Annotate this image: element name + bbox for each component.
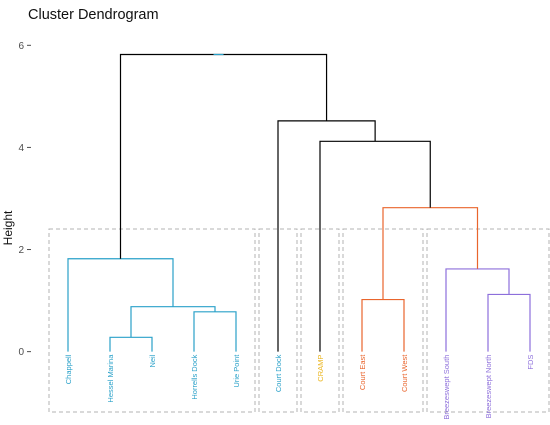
leaf-label: CRAMP	[316, 355, 325, 382]
leaf-label: Chappell	[64, 354, 73, 384]
cluster-box-1	[48, 228, 256, 413]
branch-link	[277, 120, 376, 352]
leaf-label: Neil	[148, 354, 157, 367]
leaf-label: Breezeswept North	[484, 355, 493, 419]
cluster-box-3	[300, 228, 340, 413]
y-tick-label: 6	[18, 41, 24, 52]
cluster-box-4	[342, 228, 424, 413]
branch-link	[109, 336, 153, 352]
cluster-boxes	[48, 228, 550, 413]
leaf-labels: Chappell Hessel Marina Neil Horrells Dock Ur…	[64, 354, 535, 420]
branch-link	[193, 311, 237, 352]
leaf-label: Breezeswept South	[442, 355, 451, 420]
leaf-label: Hessel Marina	[106, 354, 115, 403]
leaf-label: Urie Point	[232, 354, 241, 388]
branch-link	[382, 207, 479, 300]
leaf-label: Court Dock	[274, 354, 283, 392]
branch-link	[67, 258, 174, 352]
leaf-label: Court West	[400, 354, 409, 392]
branch-link	[487, 293, 531, 352]
y-tick-label: 0	[18, 347, 24, 358]
cluster-box-5	[426, 228, 550, 413]
chart-title: Cluster Dendrogram	[28, 7, 159, 23]
y-tick-label: 2	[18, 245, 24, 256]
leaf-label: Horrells Dock	[190, 354, 199, 399]
leaf-label: FDS	[526, 355, 535, 370]
y-axis: 0 2 4 6	[18, 41, 31, 358]
cluster-box-2	[258, 228, 298, 413]
y-tick-label: 4	[18, 143, 24, 154]
y-axis-title: Height	[1, 210, 15, 245]
branch-link	[445, 268, 510, 352]
branch-link	[361, 298, 405, 352]
branch-link	[319, 140, 431, 352]
leaf-label: Court East	[358, 354, 367, 390]
dendrogram-branches	[67, 53, 531, 352]
branch-link	[119, 53, 328, 259]
